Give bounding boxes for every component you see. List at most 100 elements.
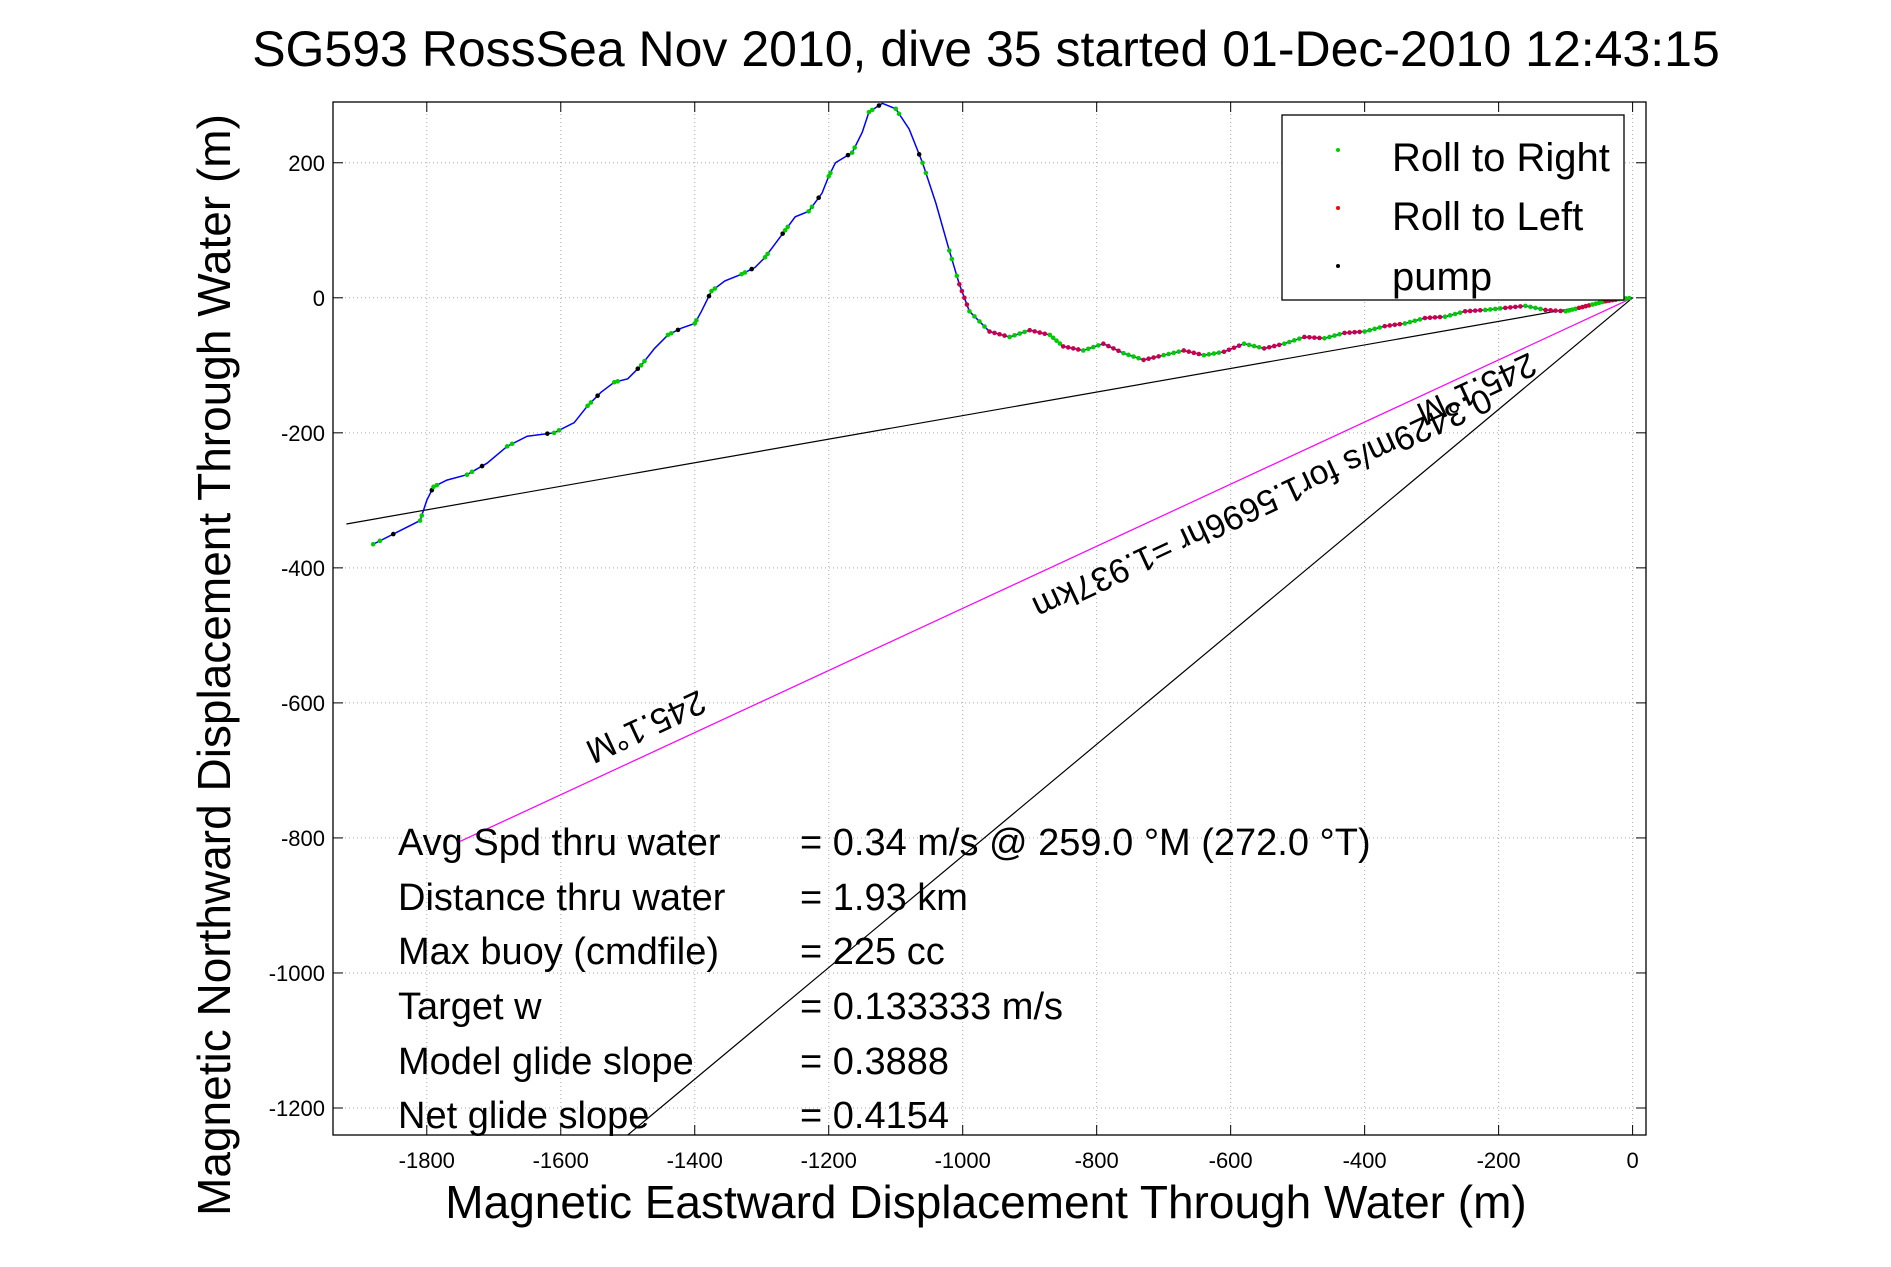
y-tick-label: -200 — [281, 421, 325, 446]
roll-right-marker — [1528, 304, 1533, 310]
roll-right-marker — [694, 318, 699, 323]
roll-left-marker — [1186, 349, 1192, 354]
x-axis-label: Magnetic Eastward Displacement Through W… — [445, 1176, 1526, 1228]
grid — [333, 102, 1646, 1135]
roll-left-marker — [1503, 305, 1508, 311]
pump-marker — [390, 531, 396, 537]
roll-right-marker — [866, 109, 872, 115]
roll-right-marker — [1121, 350, 1126, 356]
pump-marker — [780, 231, 785, 236]
stat-value-net-glide: = 0.4154 — [800, 1095, 949, 1137]
roll-right-marker — [709, 288, 714, 294]
pump-marker — [845, 152, 851, 158]
roll-right-marker — [1201, 352, 1207, 358]
roll-left-marker — [964, 302, 970, 307]
roll-left-marker — [1513, 304, 1518, 310]
roll-right-marker — [1012, 332, 1017, 338]
roll-left-marker — [1032, 329, 1038, 334]
x-tick-label: -1400 — [667, 1148, 723, 1173]
roll-left-marker — [1156, 354, 1161, 359]
roll-left-marker — [1070, 346, 1076, 351]
roll-left-marker — [987, 329, 992, 334]
roll-right-marker — [849, 150, 855, 155]
roll-right-marker — [982, 324, 987, 329]
roll-left-marker — [1196, 351, 1202, 357]
roll-right-marker — [1256, 344, 1262, 350]
roll-left-marker — [1317, 335, 1322, 341]
roll-left-marker — [1342, 330, 1347, 336]
roll-left-marker — [1397, 321, 1403, 327]
stat-label-target-w: Target w — [398, 986, 542, 1028]
roll-right-marker — [1096, 343, 1101, 348]
roll-right-marker — [869, 107, 875, 113]
roll-left-marker — [1261, 346, 1267, 351]
roll-right-marker — [434, 482, 440, 488]
pump-marker — [816, 195, 821, 201]
y-tick-label: -1200 — [269, 1096, 325, 1121]
roll-right-marker — [1086, 346, 1091, 352]
roll-left-marker — [1312, 335, 1317, 340]
roll-right-marker — [782, 227, 788, 233]
roll-left-marker — [1181, 348, 1187, 353]
roll-right-marker — [954, 273, 960, 279]
roll-right-marker — [1241, 341, 1247, 347]
roll-right-marker — [1362, 329, 1367, 334]
roll-right-marker — [464, 472, 470, 477]
roll-right-marker — [1442, 314, 1448, 320]
x-tick-label: -800 — [1075, 1148, 1119, 1173]
glide-line — [627, 297, 1633, 1136]
roll-right-marker — [504, 444, 510, 449]
roll-right-marker — [785, 224, 790, 230]
heading-line — [460, 297, 1633, 842]
roll-right-marker — [1251, 343, 1257, 349]
roll-left-marker — [1116, 348, 1121, 354]
stat-value-model-glide: = 0.3888 — [800, 1041, 949, 1083]
roll-left-marker — [1427, 315, 1433, 321]
roll-right-marker — [615, 379, 621, 384]
roll-left-marker — [1307, 334, 1312, 340]
roll-left-marker — [1543, 307, 1548, 313]
roll-right-marker — [1080, 348, 1086, 353]
roll-right-marker — [638, 363, 644, 368]
pump-marker — [595, 393, 600, 398]
roll-left-marker — [1226, 347, 1232, 353]
roll-right-marker — [1523, 303, 1528, 309]
roll-right-marker — [585, 403, 590, 409]
roll-left-marker — [1191, 350, 1197, 356]
roll-right-marker — [1407, 319, 1413, 325]
y-tick-label: 200 — [288, 151, 325, 176]
roll-left-marker — [1508, 305, 1513, 310]
roll-right-marker — [642, 358, 647, 364]
stat-value-distance: = 1.93 km — [800, 877, 968, 919]
y-tick-label: -400 — [281, 556, 325, 581]
net-line — [346, 297, 1633, 525]
roll-right-marker — [668, 330, 674, 336]
roll-right-marker — [1126, 352, 1131, 358]
roll-right-marker — [1327, 334, 1332, 340]
roll-left-marker — [1432, 315, 1438, 320]
roll-left-marker — [1266, 344, 1272, 350]
roll-right-marker — [1372, 326, 1377, 332]
roll-left-marker — [1548, 307, 1553, 313]
plot-frame — [332, 101, 1647, 1136]
roll-right-marker — [419, 513, 425, 518]
roll-left-marker — [1462, 309, 1468, 314]
roll-right-marker — [1216, 350, 1222, 355]
roll-right-marker — [947, 248, 952, 253]
roll-right-marker — [1492, 306, 1498, 312]
legend-label-pump: pump — [1392, 255, 1492, 299]
roll-left-marker — [1518, 304, 1523, 309]
roll-left-marker — [1236, 343, 1242, 349]
stat-label-model-glide: Model glide slope — [398, 1041, 694, 1083]
roll-right-marker — [509, 441, 515, 447]
roll-right-marker — [1007, 334, 1012, 340]
legend: Roll to Right Roll to Left pump — [1281, 114, 1625, 301]
pump-marker — [479, 463, 485, 469]
roll-right-marker — [1286, 339, 1292, 345]
legend-marker-roll-left — [1336, 206, 1340, 210]
roll-left-marker — [1553, 308, 1558, 313]
roll-right-marker — [1017, 331, 1022, 336]
roll-left-marker — [1146, 356, 1151, 362]
y-tick-label: -600 — [281, 691, 325, 716]
